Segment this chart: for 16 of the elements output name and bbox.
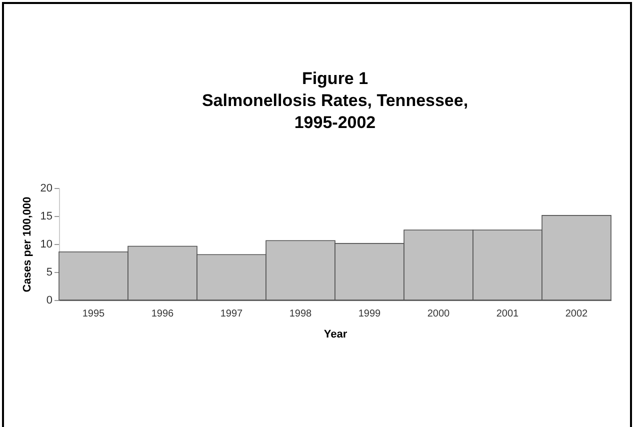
chart-title: Figure 1 Salmonellosis Rates, Tennessee, 1995-2002: [202, 69, 468, 132]
y-tick-label: 5: [46, 266, 52, 278]
y-tick-label: 0: [46, 294, 52, 306]
x-tick-label: 1996: [151, 308, 174, 320]
y-tick-label: 20: [40, 182, 52, 194]
x-axis-title: Year: [324, 328, 348, 340]
x-tick-label: 2001: [496, 308, 520, 320]
x-tick-label: 1995: [82, 308, 106, 320]
x-tick-label: 1999: [358, 308, 382, 320]
x-tick-label: 1997: [220, 308, 244, 320]
x-tick-label: 2002: [565, 308, 588, 320]
y-tick-label: 15: [40, 210, 52, 222]
x-tick-label: 2000: [427, 308, 450, 320]
y-tick-label: 10: [40, 238, 52, 250]
x-tick-label: 1998: [289, 308, 312, 320]
y-axis-title: Cases per 100,000: [21, 196, 34, 292]
